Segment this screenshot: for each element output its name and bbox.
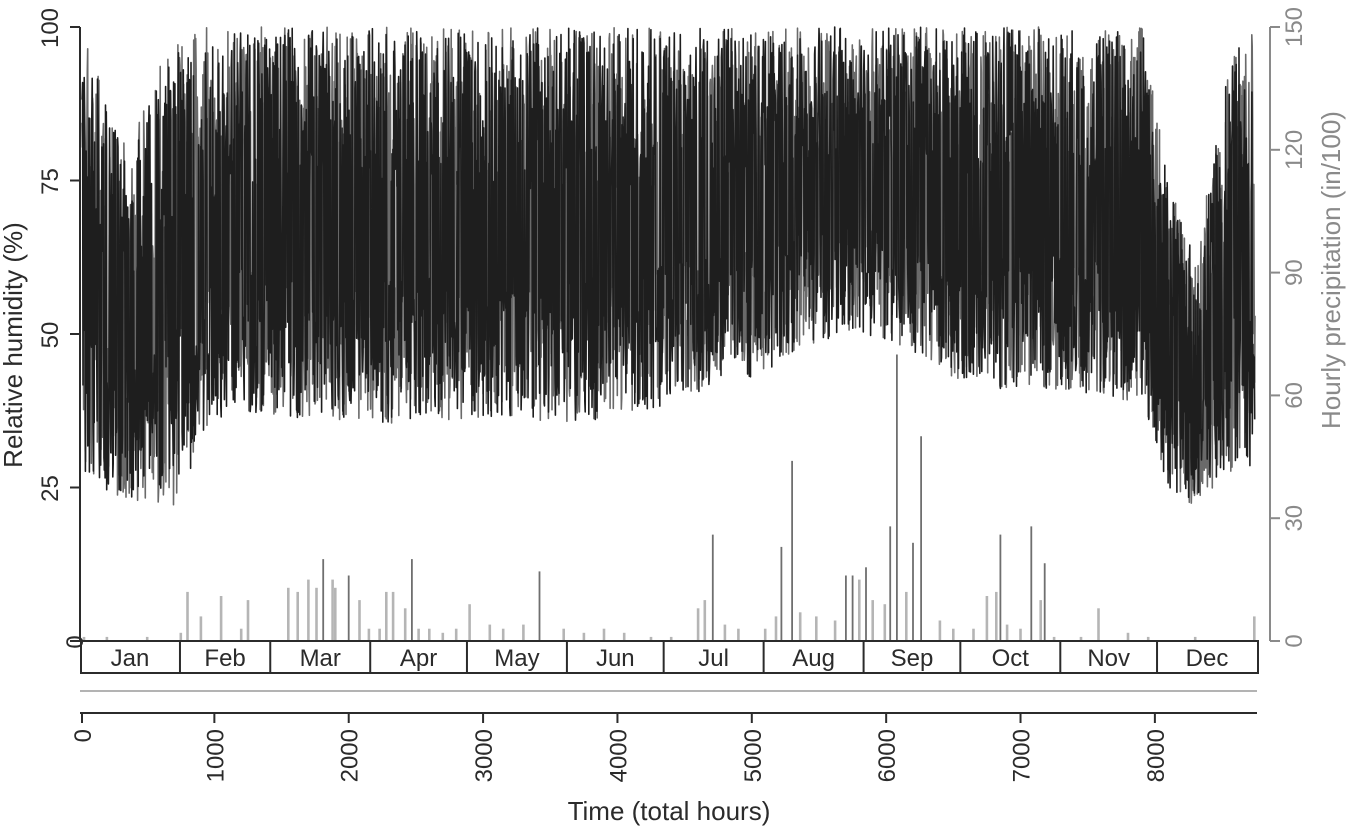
y-axis-right-label: Hourly precipitation (in/100) — [1316, 111, 1346, 429]
humidity-line-1 — [81, 26, 1256, 499]
left-tick-label: 0 — [62, 635, 89, 648]
right-tick-label: 90 — [1281, 259, 1308, 286]
right-tick-label: 150 — [1281, 7, 1308, 47]
month-label: Apr — [400, 645, 437, 672]
month-strip: Jan Feb Mar Apr May Jun Jul Aug Sep Oct Nov Dec — [80, 640, 1259, 674]
month-label: Dec — [1186, 645, 1229, 672]
x-axis-ticks: 0 1000 2000 3000 4000 5000 6000 7000 8000 — [70, 713, 1170, 782]
left-tick-label: 25 — [37, 475, 64, 502]
x-tick-label: 2000 — [337, 729, 364, 782]
month-label: Sep — [891, 645, 934, 672]
x-tick-label: 3000 — [471, 729, 498, 782]
x-tick-label: 1000 — [202, 729, 229, 782]
x-tick-label: 7000 — [1009, 729, 1036, 782]
month-label: Jan — [111, 645, 150, 672]
x-tick-label: 0 — [70, 729, 97, 742]
left-axis-ticks: 0 25 50 75 100 — [37, 8, 89, 649]
right-axis-ticks: 0 30 60 90 120 150 — [1270, 7, 1308, 648]
month-label: Feb — [204, 645, 245, 672]
left-tick-label: 75 — [37, 168, 64, 195]
right-tick-label: 120 — [1281, 130, 1308, 170]
right-tick-label: 0 — [1281, 634, 1308, 647]
month-strip-frame — [80, 640, 1259, 674]
month-label: Aug — [792, 645, 835, 672]
left-tick-label: 50 — [37, 322, 64, 349]
month-label: Jul — [698, 645, 729, 672]
x-tick-label: 4000 — [605, 729, 632, 782]
hourly-precipitation-series — [82, 354, 1256, 641]
x-tick-label: 6000 — [874, 729, 901, 782]
x-tick-label: 5000 — [740, 729, 767, 782]
right-tick-label: 60 — [1281, 382, 1308, 409]
month-label: Jun — [596, 645, 635, 672]
right-tick-label: 30 — [1281, 505, 1308, 532]
month-label: May — [494, 645, 539, 672]
x-axis-label: Time (total hours) — [568, 796, 771, 826]
x-tick-label: 8000 — [1143, 729, 1170, 782]
month-label: Nov — [1087, 645, 1130, 672]
month-label: Oct — [992, 645, 1030, 672]
y-axis-left-label: Relative humidity (%) — [0, 222, 28, 468]
relative-humidity-series — [81, 26, 1256, 506]
left-tick-label: 100 — [37, 8, 64, 48]
month-label: Mar — [300, 645, 341, 672]
